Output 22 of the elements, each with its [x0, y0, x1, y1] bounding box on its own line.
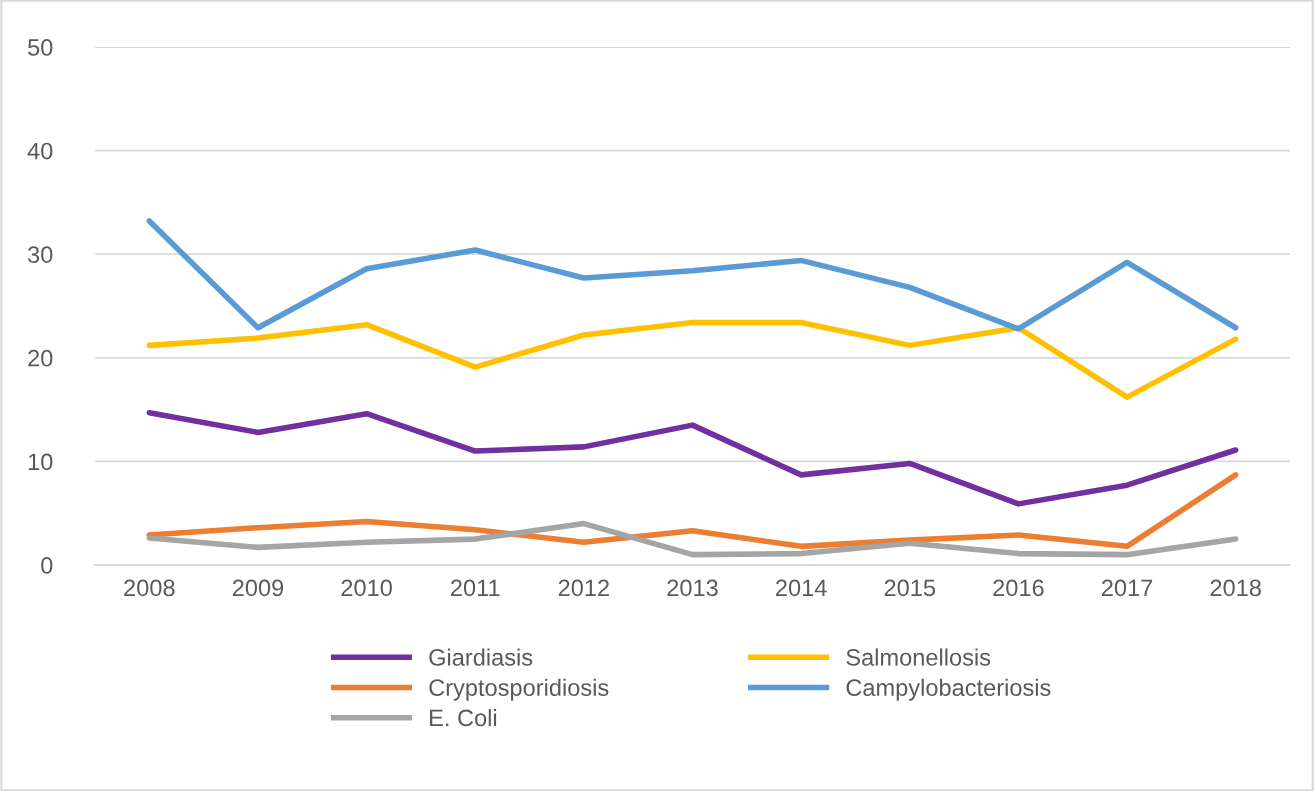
- legend-label: Campylobacteriosis: [846, 678, 1051, 701]
- x-tick-label: 2008: [124, 579, 175, 597]
- x-tick-label: 2010: [341, 579, 392, 597]
- legend-label: Giardiasis: [429, 648, 533, 666]
- x-tick-label: 2017: [1101, 579, 1153, 597]
- y-tick-label: 50: [28, 39, 53, 56]
- y-tick-label: 0: [41, 557, 53, 574]
- x-tick-label: 2016: [993, 579, 1044, 597]
- x-tick-label: 2015: [884, 579, 936, 597]
- legend-label: E. Coli: [430, 708, 497, 727]
- x-tick-label: 2012: [558, 579, 609, 597]
- x-tick-label: 2018: [1210, 579, 1261, 597]
- y-tick-label: 30: [27, 246, 53, 263]
- x-tick-label: 2011: [451, 579, 500, 597]
- y-tick-label: 40: [27, 142, 53, 160]
- x-tick-label: 2013: [667, 579, 718, 597]
- y-tick-label: 20: [28, 349, 53, 367]
- legend-label: Salmonellosis: [846, 648, 991, 666]
- legend-label: Cryptosporidiosis: [429, 678, 609, 701]
- x-tick-label: 2014: [776, 579, 827, 597]
- y-tick-label: 10: [28, 453, 53, 471]
- x-tick-label: 2009: [232, 579, 284, 597]
